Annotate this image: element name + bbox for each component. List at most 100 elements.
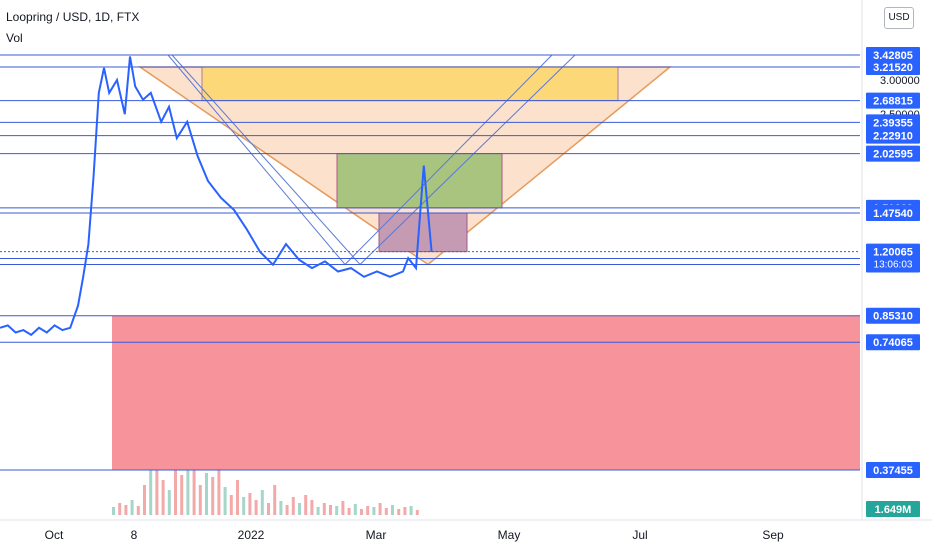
volume-bar	[136, 506, 140, 515]
level-price-label-bg	[866, 334, 920, 351]
volume-bar	[316, 507, 320, 515]
volume-bar	[155, 455, 159, 515]
volume-bar	[322, 503, 326, 515]
level-price-label: 2.02595	[873, 149, 913, 161]
volume-bar	[391, 505, 394, 515]
trend-line	[359, 54, 576, 265]
currency-button[interactable]: USD	[884, 7, 914, 29]
volume-bar	[192, 465, 196, 515]
volume-bar	[248, 493, 252, 515]
volume-bar	[130, 500, 134, 515]
trend-line	[344, 54, 553, 265]
volume-bar	[167, 490, 171, 515]
volume-bar	[161, 480, 165, 515]
price-line	[0, 56, 433, 337]
level-price-label: 2.39355	[873, 117, 913, 129]
level-price-label: 2.22910	[873, 131, 913, 143]
level-price-label-bg	[866, 114, 920, 131]
bar-countdown-label: 13:06:03	[874, 260, 913, 271]
volume-bar	[180, 475, 184, 515]
trend-line	[171, 54, 361, 265]
trend-line	[167, 54, 346, 265]
price-axis: 3.500003.000002.500003.428053.215202.688…	[861, 0, 920, 520]
volume-bar	[310, 500, 314, 515]
green-box	[336, 153, 503, 209]
volume-bar	[211, 477, 215, 515]
level-price-label: 3.21520	[873, 62, 913, 74]
volume-bar	[118, 503, 122, 515]
level-price-label: 0.74065	[873, 337, 913, 349]
x-tick-label: 8	[131, 528, 138, 542]
volume-bar	[347, 508, 351, 515]
volume-bar	[291, 497, 295, 515]
level-price-label-bg	[866, 47, 920, 63]
x-tick-label: Mar	[366, 528, 387, 542]
level-price-label-bg	[866, 59, 920, 76]
volume-bar	[174, 460, 177, 515]
volume-bar	[112, 507, 115, 515]
volume-bar	[198, 485, 202, 515]
level-price-label: 2.68815	[873, 96, 913, 108]
level-price-label-bg	[866, 205, 920, 222]
volume-bar	[242, 497, 246, 515]
level-price-label-bg	[866, 307, 920, 324]
volume-bar	[335, 506, 339, 515]
volume-bar	[205, 473, 208, 515]
volume-indicator-label: Vol	[6, 31, 23, 45]
drawing-shapes	[112, 54, 860, 470]
volume-value-label: 1.649M	[875, 504, 912, 516]
volume-bar	[366, 506, 370, 515]
yellow-box	[201, 66, 619, 102]
volume-bar	[217, 460, 221, 515]
volume-value-label-bg	[866, 501, 920, 517]
volume-bar	[149, 470, 153, 515]
x-tick-label: Jul	[632, 528, 647, 542]
level-price-label: 3.42805	[873, 50, 913, 62]
level-price-label: 0.37455	[873, 465, 913, 477]
level-price-label: 0.85310	[873, 311, 913, 323]
volume-bar	[378, 503, 382, 515]
volume-bar	[329, 505, 332, 515]
volume-bar	[236, 480, 239, 515]
level-price-label-bg	[866, 92, 920, 109]
volume-bar	[279, 501, 283, 515]
volume-bar	[397, 509, 401, 515]
level-price-label-bg	[866, 462, 920, 478]
time-axis: Oct 8 2022 Mar May Jul Sep	[0, 519, 932, 542]
volume-bar	[223, 487, 227, 515]
volume-bar	[186, 445, 190, 515]
volume-bars	[112, 445, 419, 515]
chart-title: Loopring / USD, 1D, FTX	[6, 10, 140, 24]
y-tick-label: 3.00000	[880, 75, 920, 87]
volume-bar	[415, 510, 419, 515]
x-tick-label: Sep	[762, 528, 784, 542]
x-tick-label: May	[498, 528, 521, 542]
volume-bar	[124, 505, 128, 515]
volume-bar	[353, 504, 357, 515]
volume-bar	[360, 509, 363, 515]
volume-bar	[372, 507, 376, 515]
volume-bar	[304, 495, 308, 515]
volume-bar	[384, 508, 388, 515]
volume-bar	[273, 485, 277, 515]
volume-bar	[143, 485, 146, 515]
horizontal-levels	[0, 54, 860, 471]
red-zone	[112, 315, 860, 470]
x-tick-label: 2022	[238, 528, 265, 542]
price-series	[0, 56, 433, 337]
volume-bar	[254, 500, 258, 515]
volume-bar	[409, 506, 413, 515]
volume-bar	[229, 495, 233, 515]
last-price-label-bg	[866, 243, 920, 272]
volume-bar	[403, 507, 407, 515]
volume-bar	[285, 505, 289, 515]
purple-box	[378, 212, 468, 253]
x-tick-label: Oct	[45, 528, 64, 542]
level-price-label: 1.47540	[873, 208, 913, 220]
last-price-label: 1.20065	[873, 247, 913, 259]
volume-bar	[298, 503, 301, 515]
level-price-label-bg	[866, 127, 920, 144]
level-price-label-bg	[866, 145, 920, 162]
volume-bar	[341, 501, 345, 515]
